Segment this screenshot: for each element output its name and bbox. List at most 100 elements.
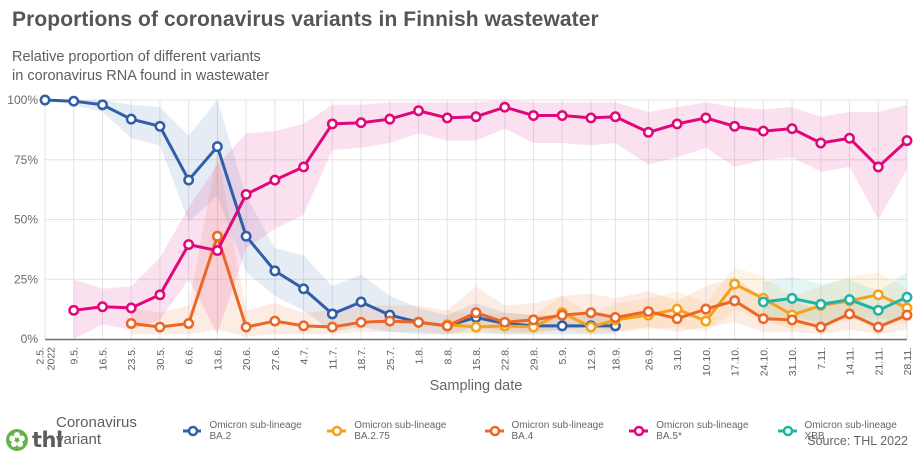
data-point-ba5 (240, 188, 252, 200)
data-point-ba5 (757, 125, 769, 137)
x-tick-label: 1.8. (414, 347, 426, 365)
data-point-ba4 (815, 321, 827, 333)
legend-item-xbb[interactable]: Omicron sub-lineage XBB (777, 420, 908, 442)
x-tick-label: 18.7. (356, 347, 368, 370)
x-tick-label: 3.10. (672, 347, 684, 370)
data-point-xbb (872, 304, 884, 316)
x-tick-label: 5.9. (557, 347, 569, 365)
data-point-ba4 (326, 321, 338, 333)
data-point-ba4 (556, 309, 568, 321)
confidence-band-ba4 (131, 152, 907, 337)
legend-marker-icon (629, 425, 649, 437)
legend: Coronavirus variant Omicron sub-lineage … (56, 414, 920, 448)
data-point-ba5 (609, 111, 621, 123)
confidence-band-ba2 (45, 100, 616, 335)
data-point-ba4 (729, 295, 741, 307)
data-point-ba4 (671, 313, 683, 325)
legend-label: Omicron sub-lineage XBB (804, 420, 897, 442)
data-point-ba4 (154, 321, 166, 333)
data-point-ba4 (413, 316, 424, 328)
x-tick-label: 2022 (46, 347, 58, 371)
data-point-ba5 (183, 239, 195, 251)
x-tick-label: 14.11. (845, 347, 857, 375)
x-tick-label: 30.5. (155, 347, 167, 370)
data-point-ba2 (355, 296, 367, 308)
data-point-ba2 (97, 99, 108, 111)
legend-item-ba4[interactable]: Omicron sub-lineage BA.4 (484, 420, 617, 442)
data-point-ba5 (154, 289, 166, 301)
legend-title: Coronavirus variant (56, 414, 137, 448)
data-point-ba4 (609, 312, 621, 323)
x-tick-label: 7.11. (816, 347, 828, 370)
x-tick-label: 2.5. (35, 347, 47, 365)
data-point-xbb (901, 291, 913, 303)
x-tick-label: 11.7. (327, 347, 339, 370)
data-point-ba2 (39, 94, 51, 106)
data-point-ba2 (269, 265, 281, 277)
data-point-ba4 (269, 315, 281, 327)
x-tick-label: 4.7. (299, 347, 311, 365)
data-point-ba5 (528, 110, 539, 121)
logo-text: thl (32, 428, 63, 452)
subtitle-line-2: in coronavirus RNA found in wastewater (12, 68, 270, 84)
legend-marker-icon (182, 425, 202, 437)
legend-item-ba5[interactable]: Omicron sub-lineage BA.5* (628, 420, 764, 442)
data-point-ba4 (585, 307, 597, 319)
series-points (39, 94, 913, 333)
data-point-ba4 (240, 321, 252, 333)
data-point-ba5 (326, 118, 338, 130)
x-tick-label: 24.10. (758, 347, 770, 376)
data-point-ba2 (556, 320, 568, 332)
data-point-ba2 (326, 308, 338, 320)
data-point-xbb (844, 294, 855, 306)
data-point-ba2 (68, 95, 80, 107)
subtitle-line-1: Relative proportion of different variant… (12, 49, 261, 65)
legend-item-ba275[interactable]: Omicron sub-lineage BA.2.75 (326, 420, 471, 442)
legend-label: Omicron sub-lineage BA.4 (511, 420, 604, 442)
data-point-ba5 (269, 174, 281, 186)
data-point-ba275 (700, 315, 712, 327)
x-tick-label: 13.6. (212, 347, 224, 370)
data-point-ba5 (68, 304, 80, 316)
x-tick-label: 18.9. (610, 347, 622, 370)
x-tick-label: 10.10. (701, 347, 713, 376)
data-point-ba5 (872, 161, 884, 173)
data-point-ba5 (700, 112, 712, 124)
x-tick-label: 8.8. (442, 347, 454, 365)
flower-logo-icon (6, 429, 28, 451)
data-point-ba2 (154, 120, 166, 132)
data-point-ba2 (183, 174, 195, 186)
x-tick-label: 27.6. (270, 347, 282, 370)
data-point-ba4 (211, 230, 223, 242)
x-tick-label: 31.10. (787, 347, 799, 376)
y-tick-label: 50% (14, 213, 38, 227)
chart-subtitle: Relative proportion of different variant… (12, 48, 269, 86)
y-tick-label: 25% (14, 272, 38, 286)
x-tick-label: 22.8. (500, 347, 512, 370)
data-point-ba5 (384, 113, 396, 125)
data-point-xbb (815, 298, 827, 310)
legend-label: Omicron sub-lineage BA.2 (209, 420, 302, 442)
x-tick-label: 26.9. (643, 347, 655, 370)
data-point-ba2 (125, 113, 137, 125)
data-point-ba5 (671, 118, 683, 130)
legend-marker-icon (777, 425, 797, 437)
legend-marker-icon (327, 425, 347, 437)
x-tick-label: 25.7. (385, 347, 397, 370)
data-point-ba5 (585, 112, 597, 124)
data-point-ba4 (499, 316, 511, 328)
y-axis: 0% 25% 50% 75% 100% (7, 93, 907, 346)
data-point-ba5 (815, 137, 827, 149)
data-point-ba4 (528, 314, 539, 326)
series-line-ba4 (131, 234, 908, 329)
legend-label: Omicron sub-lineage BA.5* (656, 420, 749, 442)
chart-title: Proportions of coronavirus variants in F… (12, 8, 599, 31)
x-tick-label: 6.6. (184, 347, 196, 365)
data-point-ba5 (298, 161, 310, 173)
y-tick-label: 0% (21, 332, 39, 346)
data-point-ba5 (844, 132, 855, 144)
legend-item-ba2[interactable]: Omicron sub-lineage BA.2 (182, 420, 315, 442)
x-tick-label: 23.5. (126, 347, 138, 370)
data-point-xbb (786, 292, 798, 304)
x-tick-label: 12.9. (586, 347, 598, 370)
